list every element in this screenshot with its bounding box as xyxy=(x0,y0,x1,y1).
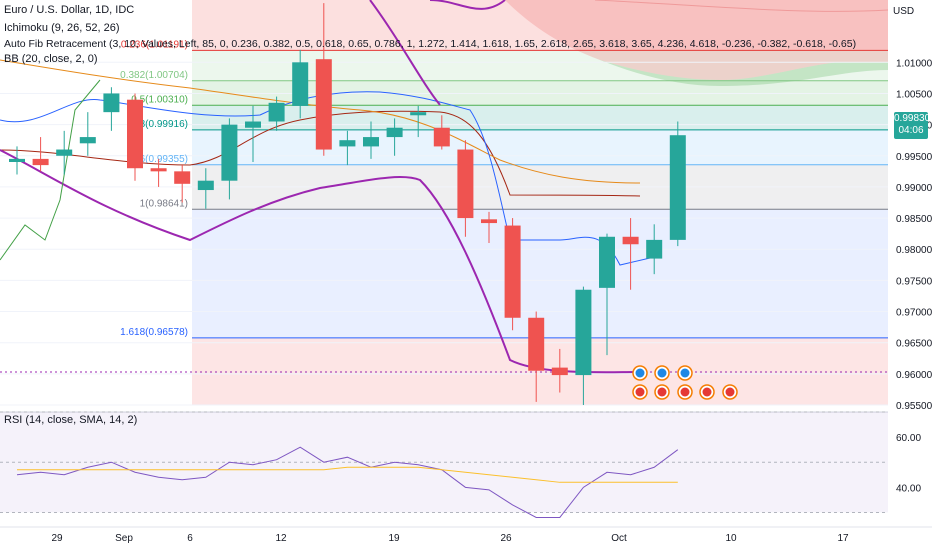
cloud-bearish xyxy=(505,0,888,80)
fib-label: 618(0.99916) xyxy=(129,119,189,130)
candles xyxy=(9,3,686,405)
currency-label: USD xyxy=(893,6,915,17)
candle-body xyxy=(9,158,25,162)
ichimoku-span-top xyxy=(429,0,506,10)
candle-body xyxy=(386,127,403,138)
fib-zone xyxy=(192,0,888,51)
fib-label: 0.382(1.00704) xyxy=(120,70,188,81)
candle-body xyxy=(56,149,73,156)
fib-zone xyxy=(192,209,888,338)
candle-body xyxy=(315,59,332,150)
flag-fill xyxy=(680,368,690,378)
price-tick: 1.01000 xyxy=(896,58,932,69)
candle-body xyxy=(79,137,96,144)
time-tick: 29 xyxy=(51,533,63,544)
ichimoku-cloud xyxy=(505,0,889,86)
candle-body xyxy=(551,367,568,376)
price-tick: 0.96500 xyxy=(896,339,932,350)
rsi-line xyxy=(16,446,679,518)
time-tick: 6 xyxy=(187,533,193,544)
candle-body xyxy=(622,236,639,245)
fib-zone xyxy=(192,105,888,130)
candle-body xyxy=(504,225,521,318)
price-tick: 1.00500 xyxy=(896,89,932,100)
candle-body xyxy=(433,127,450,147)
fib-label: 0.5(1.00310) xyxy=(131,94,188,105)
legend-rsi[interactable]: RSI (14, close, SMA, 14, 2) xyxy=(4,414,138,426)
last-price: 0.99830 xyxy=(894,113,931,124)
legend-autofib[interactable]: Auto Fib Retracement (3, 10, Values, Lef… xyxy=(4,38,857,50)
bb-basis xyxy=(0,59,641,184)
flag-fill xyxy=(635,387,645,397)
time-tick: Sep xyxy=(115,533,133,544)
fib-label: 0.236(1.01191) xyxy=(121,39,188,50)
candle-body xyxy=(150,168,167,172)
ichimoku-leading-line xyxy=(0,149,641,374)
time-tick: 26 xyxy=(500,533,512,544)
rsi-tick: 40.00 xyxy=(896,483,921,494)
fib-label: 1.618(0.96578) xyxy=(120,327,188,338)
cloud-edge xyxy=(594,0,889,12)
flag-fill xyxy=(702,387,712,397)
time-axis[interactable]: 29 Sep 6 12 19 26 Oct 10 17 xyxy=(0,526,932,544)
price-tick: 0.98500 xyxy=(896,214,932,225)
flag-fill xyxy=(635,368,645,378)
candle-body xyxy=(268,102,285,122)
candle-body xyxy=(174,171,191,184)
candle-body xyxy=(221,124,238,181)
time-tick: 17 xyxy=(837,533,849,544)
candle-body xyxy=(669,135,686,240)
bar-countdown: 04:06 xyxy=(898,125,924,136)
time-tick: Oct xyxy=(611,533,627,544)
price-tick: 0.95500 xyxy=(896,401,932,412)
candle-body xyxy=(646,239,663,259)
last-price-tag: 0.99830 04:06 xyxy=(894,112,931,139)
rsi-ma-line xyxy=(17,466,678,483)
candle-body xyxy=(575,289,592,376)
candle-body xyxy=(457,149,474,219)
flag-fill xyxy=(657,387,667,397)
price-tick: 0.98000 xyxy=(896,245,932,256)
flag-fill xyxy=(725,387,735,397)
candle-body xyxy=(339,140,356,147)
legend-ichimoku[interactable]: Ichimoku (9, 26, 52, 26) xyxy=(4,22,120,34)
price-tick: 0.96000 xyxy=(896,370,932,381)
legend-symbol: Euro / U.S. Dollar, 1D, IDC xyxy=(4,4,135,16)
time-tick: 12 xyxy=(275,533,287,544)
candle-body xyxy=(292,62,309,106)
grid xyxy=(0,61,888,406)
indicator-overlays xyxy=(0,0,888,374)
candle-body xyxy=(197,180,214,191)
candle-body xyxy=(103,93,120,113)
ichimoku-base-line xyxy=(0,110,641,197)
flag-fill xyxy=(657,368,667,378)
candle-body xyxy=(599,236,615,288)
candle-body xyxy=(32,158,49,166)
cloud-bullish xyxy=(600,60,888,86)
price-tick: 0.97000 xyxy=(896,308,932,319)
price-tick: 0.99500 xyxy=(896,152,932,163)
fib-zone xyxy=(192,129,888,165)
candle-body xyxy=(363,137,379,147)
candle-body xyxy=(127,99,143,169)
candle-body xyxy=(245,121,261,128)
economic-events[interactable] xyxy=(632,365,738,400)
rsi-tick: 60.00 xyxy=(896,433,921,444)
time-tick: 19 xyxy=(388,533,400,544)
price-tick: 0.97500 xyxy=(896,276,932,287)
fib-label: 1(0.98641) xyxy=(140,198,188,209)
legend-bb[interactable]: BB (20, close, 2, 0) xyxy=(4,53,98,65)
price-tick: 0.99000 xyxy=(896,183,932,194)
rsi-pane xyxy=(0,411,888,518)
flag-fill xyxy=(680,387,690,397)
time-tick: 10 xyxy=(725,533,737,544)
candle-body xyxy=(410,112,427,116)
ichimoku-lagging-line xyxy=(0,79,101,261)
ichimoku-span xyxy=(369,0,441,106)
bb-band xyxy=(0,91,651,266)
candle-body xyxy=(528,317,545,371)
candle-body xyxy=(481,219,497,224)
